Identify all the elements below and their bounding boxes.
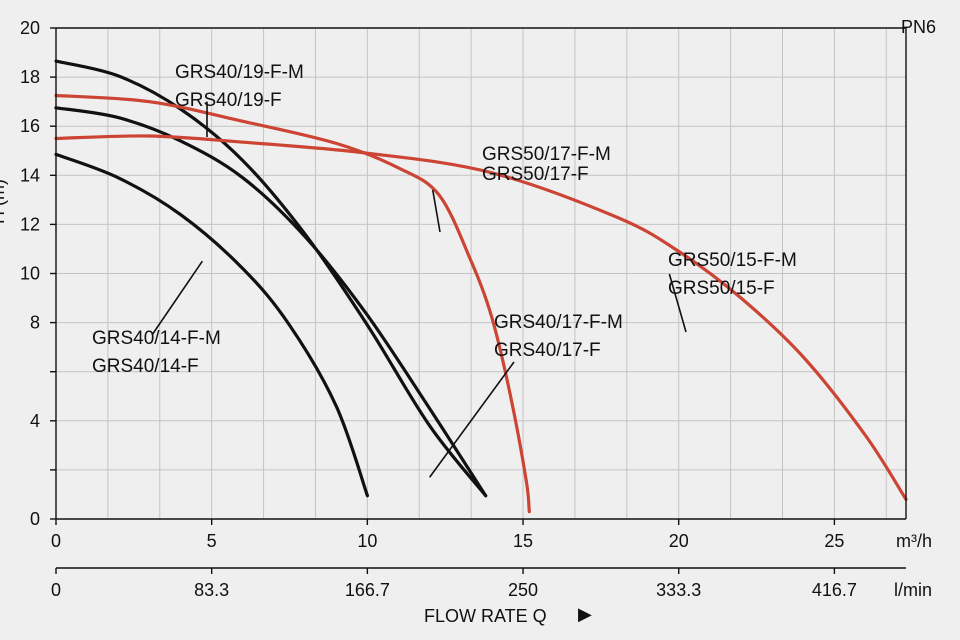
x2-tick-label: 250 (508, 580, 538, 600)
x-unit-label: m³/h (896, 531, 932, 551)
y-tick-label: 20 (20, 18, 40, 38)
annotation-line: GRS40/17-F-M (494, 312, 623, 333)
curves (54, 59, 908, 514)
y-tick-label: 8 (30, 313, 40, 333)
x-tick-label: 10 (357, 531, 377, 551)
annotation-line: GRS40/19-F-M (175, 62, 304, 83)
y-tick-label: 14 (20, 165, 40, 185)
x-tick-label: 25 (824, 531, 844, 551)
annotation-line: GRS50/15-F (668, 278, 775, 299)
x-tick-label: 20 (669, 531, 689, 551)
annotation-leader-line (431, 189, 441, 233)
annotation-line: GRS50/17-F (482, 164, 589, 185)
series-line (54, 152, 369, 498)
annotation-line: GRS50/15-F-M (668, 250, 797, 271)
annotation-grs40-19: GRS40/19-F-M GRS40/19-F (175, 62, 304, 111)
y-tick-label: 16 (20, 116, 40, 136)
x2-tick-label: 166.7 (345, 580, 390, 600)
y-tick-label: 4 (30, 411, 40, 431)
annotation-grs40-14: GRS40/14-F-M GRS40/14-F (92, 328, 221, 377)
annotation-grs50-17: GRS50/17-F-M GRS50/17-F (482, 144, 611, 185)
x2-tick-label: 416.7 (812, 580, 857, 600)
x-axis-title: FLOW RATE Q (424, 606, 547, 626)
x2-tick-label: 333.3 (656, 580, 701, 600)
x2-tick-label: 0 (51, 580, 61, 600)
x2-unit-label: l/min (894, 580, 932, 600)
x-tick-label: 0 (51, 531, 61, 551)
x2-tick-label: 83.3 (194, 580, 229, 600)
pressure-class-label: PN6 (901, 17, 936, 37)
y-tick-label: 0 (30, 509, 40, 529)
annotation-line: GRS50/17-F-M (482, 144, 611, 165)
x-axis-arrow-icon: ▶ (578, 604, 592, 624)
series-line (54, 106, 488, 498)
x-tick-label: 5 (207, 531, 217, 551)
x-tick-label: 15 (513, 531, 533, 551)
annotation-grs50-15: GRS50/15-F-M GRS50/15-F (668, 250, 797, 299)
annotation-leaders (151, 101, 687, 478)
annotation-grs40-17: GRS40/17-F-M GRS40/17-F (494, 312, 623, 361)
annotation-line: GRS40/14-F (92, 356, 199, 377)
annotation-leader-line (668, 273, 687, 333)
annotation-leader-line (151, 260, 203, 336)
series-line (54, 59, 488, 498)
y-tick-label: 10 (20, 264, 40, 284)
series-line (54, 134, 908, 501)
y-tick-label: 12 (20, 214, 40, 234)
y-axis-label: H (m) (0, 179, 8, 224)
annotation-line: GRS40/17-F (494, 340, 601, 361)
y-tick-label: 18 (20, 67, 40, 87)
axes (50, 27, 907, 574)
annotation-leader-line (428, 361, 515, 478)
annotation-line: GRS40/19-F (175, 90, 282, 111)
annotation-line: GRS40/14-F-M (92, 328, 221, 349)
series-line (54, 93, 531, 514)
